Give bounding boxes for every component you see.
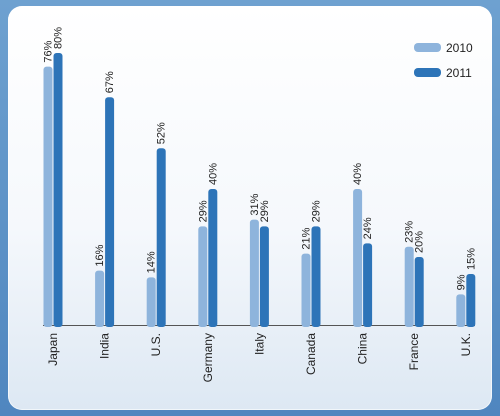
bar-japan-2010 [43,66,53,327]
bar-france-2011 [414,257,424,327]
bar-uk-2010 [456,294,466,327]
x-tick-label: U.S. [149,333,163,356]
value-label-japan-2011: 80% [53,27,65,49]
x-tick-label: Japan [46,333,60,366]
value-label-japan-2010: 76% [43,40,55,62]
value-label-italy-2011: 29% [259,200,271,222]
value-label-germany-2010: 29% [197,200,209,222]
bar-us-2011 [156,148,166,327]
value-label-uk-2011: 15% [465,248,477,270]
x-tick-label: Germany [201,333,215,382]
value-label-china-2011: 24% [362,217,374,239]
bars-layer [43,53,476,327]
legend: 2010 2011 [414,41,473,80]
bar-italy-2011 [259,226,269,327]
bar-china-2011 [363,243,373,327]
value-label-germany-2011: 40% [207,163,219,185]
chart-panel [8,6,492,410]
bar-germany-2011 [208,189,218,327]
bar-china-2010 [353,189,363,327]
value-label-us-2011: 52% [156,122,168,144]
value-label-india-2010: 16% [94,244,106,266]
bar-japan-2011 [53,53,63,327]
x-tick-label: U.K. [459,333,473,356]
value-label-italy-2010: 31% [249,193,261,215]
bar-france-2010 [404,246,414,327]
x-tick-label: France [407,333,421,371]
legend-label-2011: 2011 [446,66,472,80]
bar-india-2011 [105,97,115,327]
value-label-france-2010: 23% [404,221,416,243]
bar-us-2010 [146,277,156,327]
value-label-canada-2011: 29% [311,200,323,222]
legend-swatch-2010 [414,43,441,52]
value-label-france-2011: 20% [414,231,426,253]
x-tick-label: China [356,333,370,365]
value-label-us-2010: 14% [146,251,158,273]
x-tick-label: Italy [252,333,266,355]
value-label-china-2010: 40% [352,163,364,185]
x-tick-label: Canada [304,333,318,375]
value-label-canada-2010: 21% [301,227,313,249]
bar-canada-2011 [311,226,321,327]
bar-canada-2010 [301,253,311,327]
bar-italy-2010 [249,219,259,327]
legend-swatch-2011 [414,68,441,77]
x-tick-labels-layer: Japan India U.S. Germany Italy Canada China Fra… [46,333,473,383]
bar-germany-2010 [198,226,208,327]
bar-uk-2011 [466,274,476,327]
value-label-india-2011: 67% [104,71,116,93]
value-label-uk-2010: 9% [455,274,467,290]
legend-label-2010: 2010 [446,41,473,55]
bar-india-2010 [95,270,105,327]
x-tick-label: India [98,333,112,359]
value-labels-layer: 76%80%16%67%14%52%29%40%31%29%21%29%40%2… [43,27,478,291]
